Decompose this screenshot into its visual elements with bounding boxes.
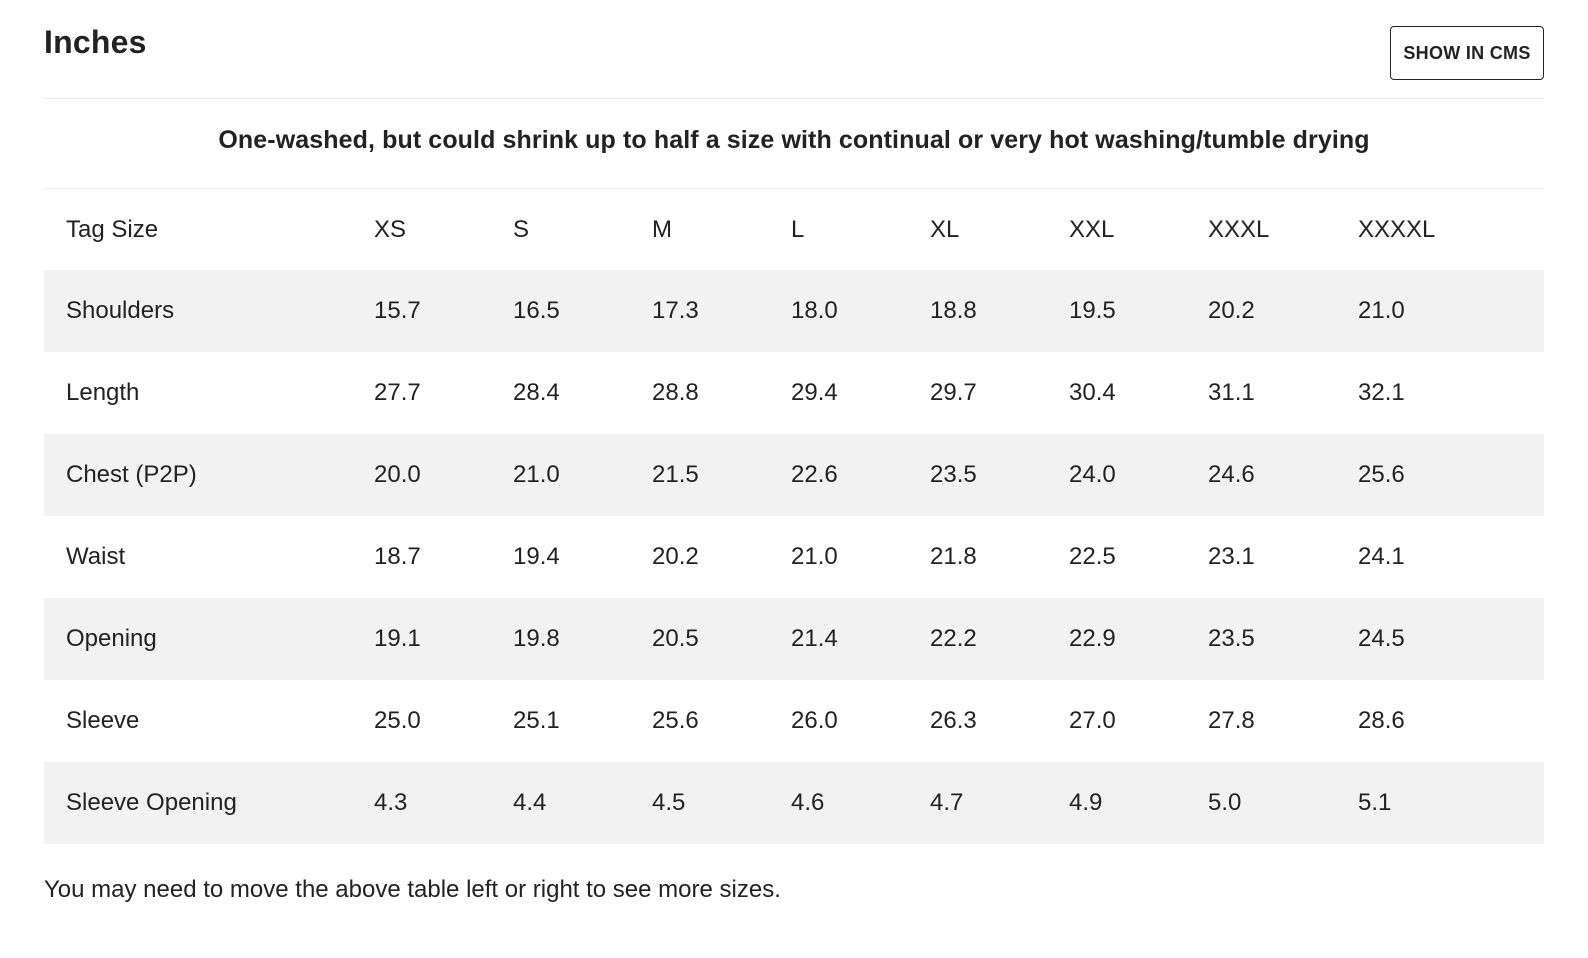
measurement-cell: 18.8 — [930, 297, 977, 324]
row-label: Chest (P2P) — [66, 461, 197, 488]
measurement-cell: 30.4 — [1069, 379, 1116, 406]
measurement-cell: 19.1 — [374, 625, 421, 652]
measurement-cell: 17.3 — [652, 297, 699, 324]
measurement-cell: 29.4 — [791, 379, 838, 406]
measurement-cell: 24.1 — [1358, 543, 1405, 570]
column-header-xxl: XXL — [1069, 215, 1115, 243]
scroll-hint: You may need to move the above table lef… — [44, 876, 781, 903]
measurement-cell: 19.4 — [513, 543, 560, 570]
row-label: Length — [66, 379, 140, 406]
measurement-cell: 21.0 — [791, 543, 838, 570]
measurement-cell: 26.3 — [930, 707, 977, 734]
measurement-cell: 21.0 — [1358, 297, 1405, 324]
measurement-cell: 20.2 — [1208, 297, 1255, 324]
measurement-cell: 31.1 — [1208, 379, 1255, 406]
table-row: Sleeve 25.0 25.1 25.6 26.0 26.3 27.0 27.8 28.6 — [44, 680, 1544, 762]
measurement-cell: 23.5 — [930, 461, 977, 488]
measurement-cell: 19.5 — [1069, 297, 1116, 324]
measurement-cell: 20.2 — [652, 543, 699, 570]
measurement-cell: 23.5 — [1208, 625, 1255, 652]
measurement-cell: 22.6 — [791, 461, 838, 488]
measurement-cell: 21.4 — [791, 625, 838, 652]
measurement-cell: 24.6 — [1208, 461, 1255, 488]
measurement-cell: 23.1 — [1208, 543, 1255, 570]
measurement-cell: 20.0 — [374, 461, 421, 488]
column-header-xl: XL — [930, 215, 960, 243]
measurement-cell: 4.5 — [652, 789, 686, 816]
measurement-cell: 4.9 — [1069, 789, 1103, 816]
measurement-cell: 21.5 — [652, 461, 699, 488]
measurement-cell: 4.4 — [513, 789, 547, 816]
table-row: Waist 18.7 19.4 20.2 21.0 21.8 22.5 23.1 24.1 — [44, 516, 1544, 598]
size-chart-panel: Inches SHOW IN CMS One-washed, but could… — [44, 0, 1544, 844]
measurement-cell: 28.8 — [652, 379, 699, 406]
size-table-header-row: Tag Size XS S M L XL XXL XXXL XXXXL — [44, 189, 1544, 270]
measurement-cell: 4.7 — [930, 789, 964, 816]
row-label: Sleeve Opening — [66, 789, 237, 816]
measurement-cell: 22.9 — [1069, 625, 1116, 652]
measurement-cell: 5.0 — [1208, 789, 1242, 816]
column-header-xxxl: XXXL — [1208, 215, 1270, 243]
measurement-cell: 32.1 — [1358, 379, 1405, 406]
measurement-cell: 22.5 — [1069, 543, 1116, 570]
wash-note: One-washed, but could shrink up to half … — [44, 99, 1544, 189]
measurement-cell: 15.7 — [374, 297, 421, 324]
measurement-cell: 19.8 — [513, 625, 560, 652]
measurement-cell: 28.6 — [1358, 707, 1405, 734]
measurement-cell: 16.5 — [513, 297, 560, 324]
column-header-m: M — [652, 215, 672, 243]
measurement-cell: 27.0 — [1069, 707, 1116, 734]
table-row: Shoulders 15.7 16.5 17.3 18.0 18.8 19.5 20.2 21.… — [44, 270, 1544, 352]
column-header-xs: XS — [374, 215, 407, 243]
column-header-xxxxl: XXXXL — [1358, 215, 1436, 243]
measurement-cell: 27.8 — [1208, 707, 1255, 734]
measurement-cell: 4.6 — [791, 789, 825, 816]
measurement-cell: 29.7 — [930, 379, 977, 406]
measurement-cell: 27.7 — [374, 379, 421, 406]
measurement-cell: 5.1 — [1358, 789, 1392, 816]
measurement-cell: 25.6 — [652, 707, 699, 734]
measurement-cell: 28.4 — [513, 379, 560, 406]
row-label: Opening — [66, 625, 157, 652]
column-header-l: L — [791, 215, 805, 243]
row-label: Shoulders — [66, 297, 175, 324]
measurement-cell: 24.0 — [1069, 461, 1116, 488]
size-table[interactable]: Tag Size XS S M L XL XXL XXXL XXXXL Shou… — [44, 189, 1544, 844]
table-row: Opening 19.1 19.8 20.5 21.4 22.2 22.9 23.5 24.5 — [44, 598, 1544, 680]
measurement-cell: 25.0 — [374, 707, 421, 734]
column-header-tag-size: Tag Size — [66, 215, 159, 243]
table-row: Chest (P2P) 20.0 21.0 21.5 22.6 23.5 24.0 24.6 2… — [44, 434, 1544, 516]
measurement-cell: 22.2 — [930, 625, 977, 652]
table-row: Sleeve Opening 4.3 4.4 4.5 4.6 4.7 4.9 5.0 5.1 — [44, 762, 1544, 844]
table-row: Length 27.7 28.4 28.8 29.4 29.7 30.4 31.1 32.1 — [44, 352, 1544, 434]
size-chart-header: Inches SHOW IN CMS — [44, 0, 1544, 99]
row-label: Waist — [66, 543, 126, 570]
measurement-cell: 25.1 — [513, 707, 560, 734]
measurement-cell: 24.5 — [1358, 625, 1405, 652]
measurement-cell: 21.0 — [513, 461, 560, 488]
measurement-cell: 18.0 — [791, 297, 838, 324]
measurement-cell: 18.7 — [374, 543, 421, 570]
measurement-cell: 4.3 — [374, 789, 408, 816]
column-header-s: S — [513, 215, 530, 243]
measurement-cell: 20.5 — [652, 625, 699, 652]
row-label: Sleeve — [66, 707, 140, 734]
show-in-cms-button[interactable]: SHOW IN CMS — [1390, 26, 1544, 80]
measurement-cell: 26.0 — [791, 707, 838, 734]
units-title: Inches — [44, 24, 147, 60]
measurement-cell: 21.8 — [930, 543, 977, 570]
measurement-cell: 25.6 — [1358, 461, 1405, 488]
